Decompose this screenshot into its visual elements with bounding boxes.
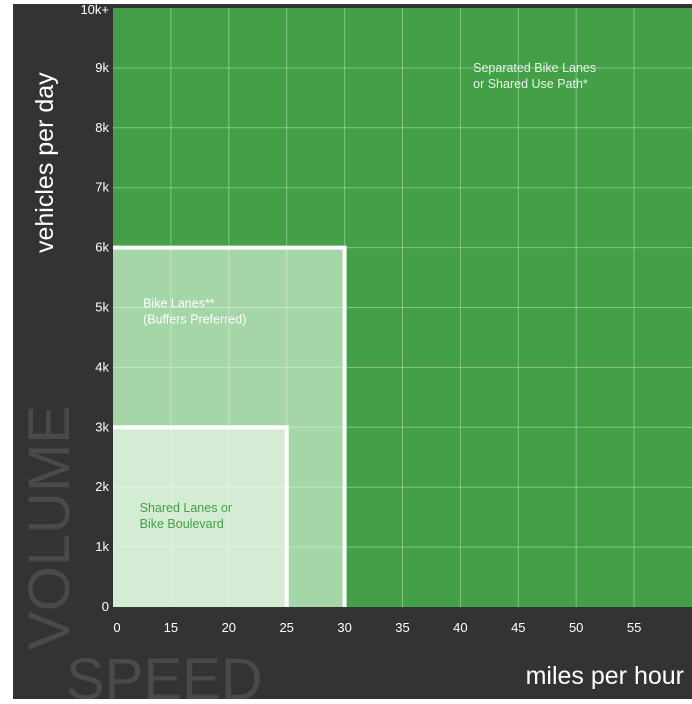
y-tick-label: 6k (95, 240, 109, 255)
y-axis-word: VOLUME (17, 405, 82, 650)
x-tick-label: 50 (569, 620, 583, 635)
boundary-bike-lanes (113, 245, 347, 607)
boundary-shared-lanes (113, 425, 289, 607)
label-shared-lanes: Shared Lanes or Bike Boulevard (140, 501, 232, 531)
y-tick-label: 7k (95, 180, 109, 195)
x-axis-label: miles per hour (526, 662, 684, 690)
x-tick-label: 20 (222, 620, 236, 635)
y-tick-label: 5k (95, 300, 109, 315)
y-axis-label: vehicles per day (31, 72, 59, 253)
x-tick-label: 40 (453, 620, 467, 635)
x-tick-label: 0 (113, 620, 120, 635)
label-shared-lanes-line: Shared Lanes or (140, 501, 232, 515)
label-separated-bike-lanes: Separated Bike Lanes or Shared Use Path* (473, 61, 596, 91)
y-tick-label: 9k (95, 60, 109, 75)
x-tick-label: 55 (627, 620, 641, 635)
label-shared-lanes-line: Bike Boulevard (140, 517, 224, 531)
y-tick-label: 8k (95, 120, 109, 135)
y-tick-label: 1k (95, 539, 109, 554)
label-bike-lanes-line: Bike Lanes** (143, 297, 215, 311)
top-edge (13, 0, 692, 4)
x-tick-label: 35 (395, 620, 409, 635)
y-tick-label: 10k+ (80, 2, 109, 17)
label-separated-bike-lanes-line: Separated Bike Lanes (473, 61, 596, 75)
x-tick-label: 25 (279, 620, 293, 635)
y-tick-label: 3k (95, 419, 109, 434)
x-axis-word: SPEED (66, 647, 263, 699)
label-separated-bike-lanes-line: or Shared Use Path* (473, 77, 588, 91)
y-tick-label: 2k (95, 479, 109, 494)
x-tick-label: 15 (164, 620, 178, 635)
label-bike-lanes: Bike Lanes** (Buffers Preferred) (143, 297, 246, 327)
x-tick-label: 30 (337, 620, 351, 635)
label-bike-lanes-line: (Buffers Preferred) (143, 313, 246, 327)
region-shared-lanes (113, 427, 287, 607)
y-tick-label: 0 (102, 599, 109, 614)
x-tick-label: 45 (511, 620, 525, 635)
y-tick-label: 4k (95, 359, 109, 374)
